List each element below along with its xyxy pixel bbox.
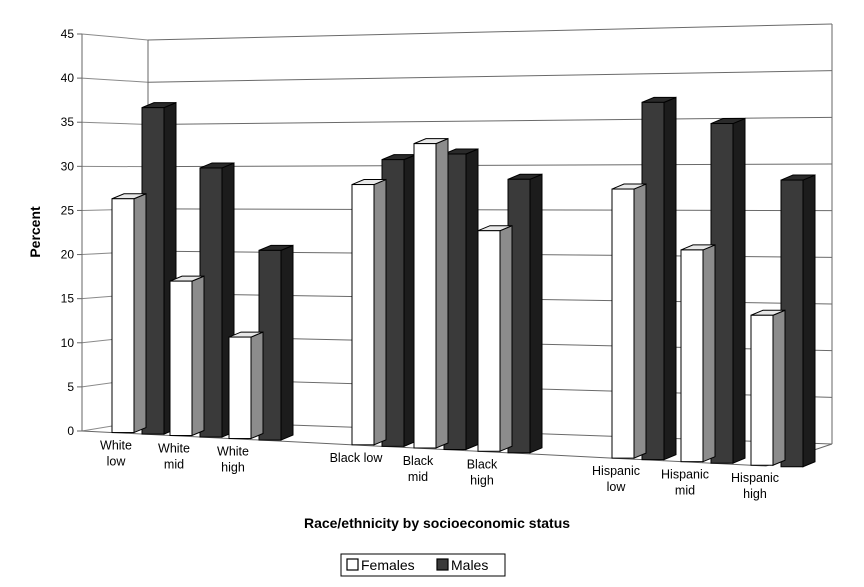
y-tick-label: 45 [61, 27, 75, 41]
bar-females-5-side [499, 224, 513, 453]
x-tick-label-line: Black low [330, 451, 384, 465]
bar-females-3-front [351, 184, 375, 446]
x-tick-label-7: Hispanic mid [661, 468, 709, 498]
x-tick-label-line: White [217, 445, 249, 459]
x-tick-label-line: low [607, 480, 627, 494]
bar-females-0-side [133, 192, 147, 434]
legend-label-males: Males [451, 557, 488, 573]
bar-males-2 [258, 244, 294, 441]
x-tick-label-4: Black mid [403, 454, 434, 484]
x-tick-label-line: White [100, 439, 132, 453]
x-tick-label-line: high [470, 473, 494, 487]
bar-females-3-side [373, 178, 387, 446]
x-tick-label-line: White [158, 442, 190, 456]
x-tick-label-3: Black low [330, 451, 384, 465]
bar-males-4-side [465, 148, 479, 451]
bar-females-6 [611, 183, 647, 459]
x-tick-label-line: Black [467, 457, 498, 471]
y-tick-label: 30 [61, 159, 75, 173]
gridline-back [147, 23, 833, 41]
bar-males-3 [381, 153, 417, 448]
y-tick-label: 40 [61, 71, 75, 85]
bar-females-0 [111, 192, 147, 434]
bar-females-1-front [169, 280, 193, 437]
gridline-side [81, 121, 149, 125]
bar-females-0-front [111, 198, 135, 434]
bar-females-5-front [477, 230, 501, 452]
x-tick-label-line: Hispanic [661, 468, 709, 482]
bar-females-3 [351, 178, 387, 446]
x-axis-title: Race/ethnicity by socioeconomic status [304, 515, 570, 531]
bar-females-2-side [250, 331, 264, 440]
bar-females-8-side [772, 309, 786, 466]
bar-females-7-side [702, 244, 716, 463]
x-tick-label-0: White low [100, 439, 132, 469]
x-tick-label-2: White high [217, 445, 249, 475]
bar-females-1-side [191, 275, 205, 437]
y-tick-label: 25 [61, 203, 75, 217]
y-tick-label: 20 [61, 248, 75, 262]
x-tick-label-line: Hispanic [592, 464, 640, 478]
x-tick-label-line: mid [675, 484, 695, 498]
x-tick-label-5: Black high [467, 457, 498, 487]
bar-females-6-side [633, 183, 647, 459]
gridline-back [147, 116, 833, 125]
bar-females-7-front [680, 249, 704, 463]
bar-males-4 [443, 148, 479, 451]
bar-males-6-side [663, 96, 677, 461]
bar-females-4-side [435, 137, 449, 449]
bar-females-4-front [413, 143, 437, 449]
gridline-side [81, 33, 149, 41]
bar-females-8 [750, 309, 786, 466]
legend-swatch-males [436, 558, 449, 571]
bar-males-8 [780, 174, 816, 468]
gridline-back [147, 70, 833, 83]
legend-box [340, 553, 506, 577]
x-tick-label-line: Black [403, 454, 434, 468]
bar-males-7-side [732, 117, 746, 464]
bar-females-8-front [750, 314, 774, 466]
y-tick-label: 0 [67, 424, 74, 438]
bar-males-5 [507, 173, 543, 454]
y-tick-label: 35 [61, 115, 75, 129]
y-tick-label: 15 [61, 292, 75, 306]
bar-males-7 [710, 117, 746, 464]
bar-females-5 [477, 224, 513, 453]
y-axis-title: Percent [27, 206, 43, 258]
floor-front-edge [81, 430, 767, 467]
x-tick-label-line: high [221, 461, 245, 475]
bar-males-8-side [802, 174, 816, 468]
y-tick-label: 10 [61, 336, 75, 350]
x-tick-label-line: high [743, 487, 767, 501]
x-tick-label-line: mid [164, 458, 184, 472]
bar-males-2-side [280, 244, 294, 441]
x-tick-label-8: Hispanic high [731, 471, 779, 501]
legend: Females Males [340, 553, 506, 577]
x-tick-label-line: low [107, 455, 127, 469]
x-tick-label-6: Hispanic low [592, 464, 640, 494]
bar-females-2 [228, 331, 264, 440]
bar-females-1 [169, 275, 205, 437]
gridline-side [81, 77, 149, 83]
bar-males-6 [641, 96, 677, 461]
legend-swatch-females [346, 558, 359, 571]
legend-label-females: Females [361, 557, 415, 573]
bar-females-7 [680, 244, 716, 463]
x-tick-label-1: White mid [158, 442, 190, 472]
bar-males-5-side [529, 173, 543, 454]
bar-females-2-front [228, 336, 252, 440]
x-tick-label-line: mid [408, 470, 428, 484]
bar-females-4 [413, 137, 449, 449]
x-tick-label-line: Hispanic [731, 471, 779, 485]
y-tick-label: 5 [67, 380, 74, 394]
bar-females-6-front [611, 188, 635, 459]
